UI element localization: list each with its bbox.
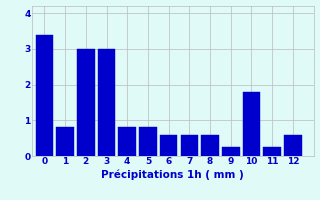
- Bar: [180, 135, 198, 156]
- Bar: [263, 147, 281, 156]
- Bar: [222, 147, 240, 156]
- Bar: [139, 127, 157, 156]
- Bar: [36, 35, 53, 156]
- X-axis label: Précipitations 1h ( mm ): Précipitations 1h ( mm ): [101, 169, 244, 180]
- Bar: [284, 135, 302, 156]
- Bar: [77, 49, 95, 156]
- Bar: [56, 127, 74, 156]
- Bar: [160, 135, 178, 156]
- Bar: [243, 92, 260, 156]
- Bar: [201, 135, 219, 156]
- Bar: [98, 49, 115, 156]
- Bar: [118, 127, 136, 156]
